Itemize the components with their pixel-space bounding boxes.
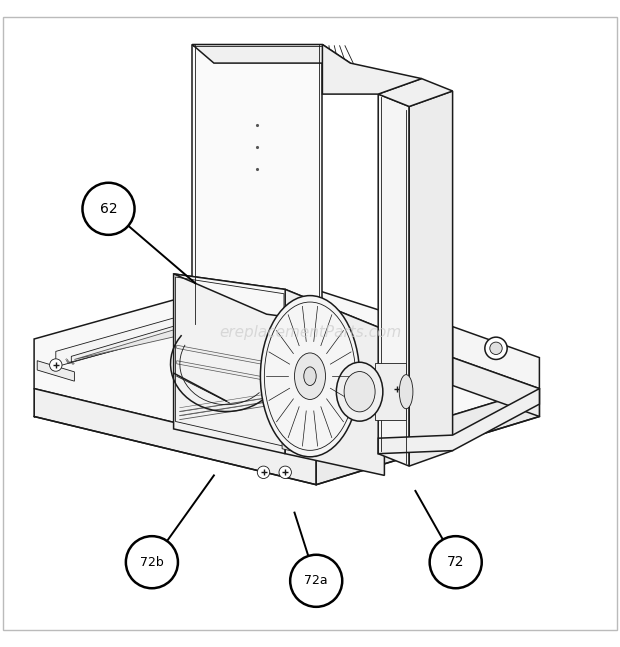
Polygon shape (37, 360, 74, 381)
Polygon shape (378, 94, 409, 466)
Polygon shape (177, 360, 360, 398)
Circle shape (82, 182, 135, 235)
Ellipse shape (344, 371, 375, 412)
Polygon shape (453, 358, 539, 417)
Polygon shape (174, 274, 285, 454)
Polygon shape (177, 345, 360, 382)
Circle shape (257, 466, 270, 479)
Polygon shape (453, 327, 539, 389)
Circle shape (50, 359, 62, 371)
Circle shape (391, 382, 403, 395)
Polygon shape (375, 363, 406, 420)
Circle shape (430, 536, 482, 588)
Polygon shape (316, 389, 539, 485)
Text: 72: 72 (447, 555, 464, 569)
Text: 62: 62 (100, 202, 117, 216)
Polygon shape (34, 274, 539, 457)
Polygon shape (192, 45, 350, 63)
Ellipse shape (336, 362, 383, 421)
Polygon shape (288, 432, 329, 448)
Polygon shape (174, 274, 384, 330)
Polygon shape (285, 289, 384, 476)
Ellipse shape (304, 367, 316, 386)
Ellipse shape (294, 353, 326, 399)
Ellipse shape (399, 375, 413, 409)
Ellipse shape (260, 296, 360, 457)
Polygon shape (282, 435, 316, 457)
Circle shape (485, 337, 507, 360)
Polygon shape (322, 45, 422, 94)
Polygon shape (34, 389, 316, 485)
Text: 72b: 72b (140, 556, 164, 569)
Circle shape (279, 466, 291, 479)
Polygon shape (56, 299, 397, 376)
Circle shape (290, 554, 342, 607)
Circle shape (126, 536, 178, 588)
Polygon shape (378, 389, 539, 454)
Polygon shape (304, 404, 310, 429)
Polygon shape (71, 306, 381, 366)
Text: 72a: 72a (304, 575, 328, 587)
Circle shape (490, 342, 502, 355)
Polygon shape (409, 91, 453, 466)
Text: ereplacementParts.com: ereplacementParts.com (219, 325, 401, 340)
Polygon shape (378, 78, 453, 107)
Polygon shape (74, 313, 372, 370)
Polygon shape (192, 45, 322, 324)
